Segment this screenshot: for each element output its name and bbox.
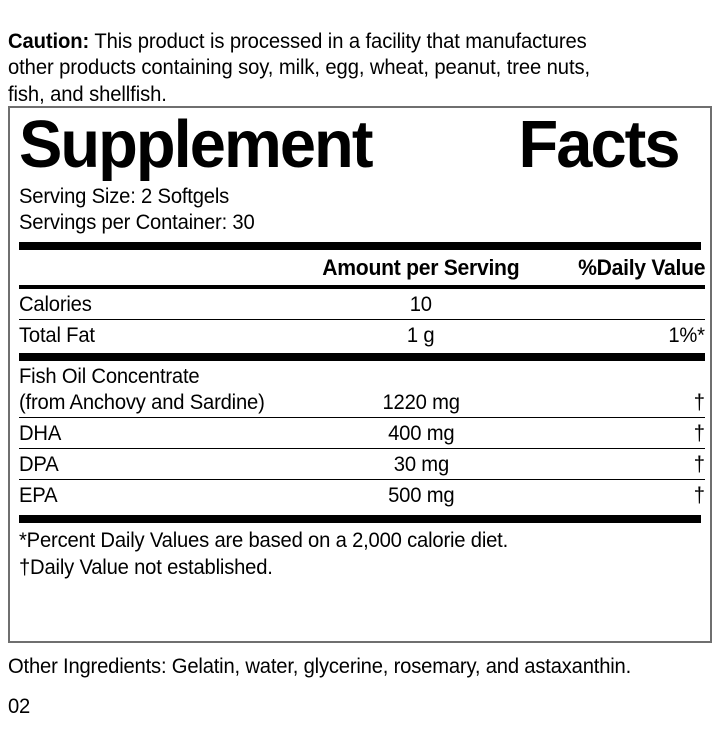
rule-thin <box>19 319 705 320</box>
row-amount: 30 mg <box>393 452 449 476</box>
header-daily-value: %Daily Value <box>577 255 705 280</box>
footnote-dagger: †Daily Value not established. <box>19 554 273 579</box>
table-row: EPA 500 mg † <box>19 480 705 510</box>
table-row: Calories 10 <box>19 289 705 319</box>
header-amount-per-serving: Amount per Serving <box>322 255 520 280</box>
row-amount: 500 mg <box>387 483 455 507</box>
row-amount: 1 g <box>407 323 435 347</box>
row-name: Total Fat <box>19 323 95 347</box>
row-amount: 1220 mg <box>382 390 460 414</box>
table-row: Total Fat 1 g 1%* <box>19 320 705 350</box>
table-row: Fish Oil Concentrate (from Anchovy and S… <box>19 361 705 417</box>
row-daily-value: † <box>693 390 705 414</box>
rule-thick-middle <box>19 350 705 361</box>
row-name: DPA <box>19 452 59 476</box>
row-daily-value: † <box>693 421 705 445</box>
rule-medium-header <box>19 285 705 289</box>
nutrition-table: Amount per Serving %Daily Value Calories… <box>19 250 705 510</box>
row-name-line1: Fish Oil Concentrate <box>19 364 200 388</box>
row-daily-value: † <box>693 483 705 507</box>
header-name <box>19 250 287 285</box>
serving-info: Serving Size: 2 Softgels Servings per Co… <box>19 180 701 235</box>
table-header-row: Amount per Serving %Daily Value <box>19 250 705 285</box>
rule-thick-bottom <box>19 515 701 523</box>
row-name-line2: (from Anchovy and Sardine) <box>19 390 265 414</box>
rule-thin <box>19 417 705 418</box>
row-daily-value <box>555 289 705 319</box>
supplement-facts-panel: Supplement Facts Serving Size: 2 Softgel… <box>8 106 712 643</box>
row-name: Calories <box>19 292 92 316</box>
caution-paragraph: Caution: This product is processed in a … <box>8 28 628 108</box>
title-word-supplement: Supplement <box>19 107 373 182</box>
document-code: 02 <box>8 694 31 718</box>
row-name: Fish Oil Concentrate (from Anchovy and S… <box>19 361 287 417</box>
other-ingredients: Other Ingredients: Gelatin, water, glyce… <box>8 654 632 678</box>
supplement-facts-title: Supplement Facts <box>19 108 681 180</box>
caution-label: Caution: <box>8 28 90 53</box>
caution-text: This product is processed in a facility … <box>8 28 591 106</box>
footnotes: *Percent Daily Values are based on a 2,0… <box>19 523 701 580</box>
serving-size: Serving Size: 2 Softgels <box>19 184 230 208</box>
row-daily-value: † <box>693 452 705 476</box>
footnote-percent-daily-value: *Percent Daily Values are based on a 2,0… <box>19 528 509 552</box>
row-name: DHA <box>19 421 62 445</box>
rule-thin <box>19 448 705 449</box>
servings-per-container: Servings per Container: 30 <box>19 210 255 234</box>
title-word-facts: Facts <box>518 107 681 182</box>
row-name: EPA <box>19 483 58 507</box>
rule-thick-top <box>19 242 701 250</box>
row-daily-value: 1%* <box>668 323 705 347</box>
supplement-facts-inner: Supplement Facts Serving Size: 2 Softgel… <box>10 108 710 641</box>
table-row: DHA 400 mg † <box>19 418 705 448</box>
row-amount: 10 <box>409 292 433 316</box>
rule-thin <box>19 479 705 480</box>
row-amount: 400 mg <box>387 421 455 445</box>
table-row: DPA 30 mg † <box>19 449 705 479</box>
